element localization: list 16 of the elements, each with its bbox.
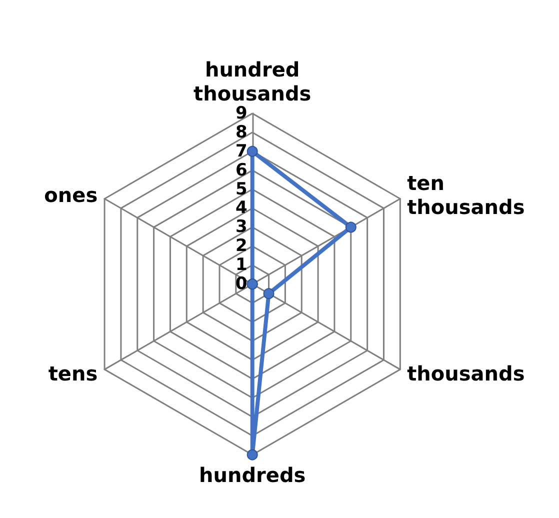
y-tick-label: 5: [236, 179, 248, 200]
y-tick-label: 3: [236, 217, 248, 238]
y-tick-label: 9: [236, 103, 248, 124]
spoke-label: tens: [48, 361, 98, 386]
spoke-label: hundreds: [199, 462, 306, 487]
spoke-label: thousands: [407, 361, 525, 386]
y-tick-label: 7: [236, 141, 248, 162]
y-tick-label: 0: [236, 274, 248, 294]
y-tick-label: 8: [236, 122, 248, 142]
spoke-label: ten thousands: [407, 170, 525, 219]
y-tick-label: 1: [236, 255, 248, 276]
y-tick-label: 2: [236, 236, 248, 256]
y-tick-label: 6: [236, 160, 248, 180]
spoke-label: ones: [44, 182, 98, 207]
spoke-label: hundred thousands: [194, 57, 312, 106]
y-tick-label: 4: [236, 198, 248, 218]
